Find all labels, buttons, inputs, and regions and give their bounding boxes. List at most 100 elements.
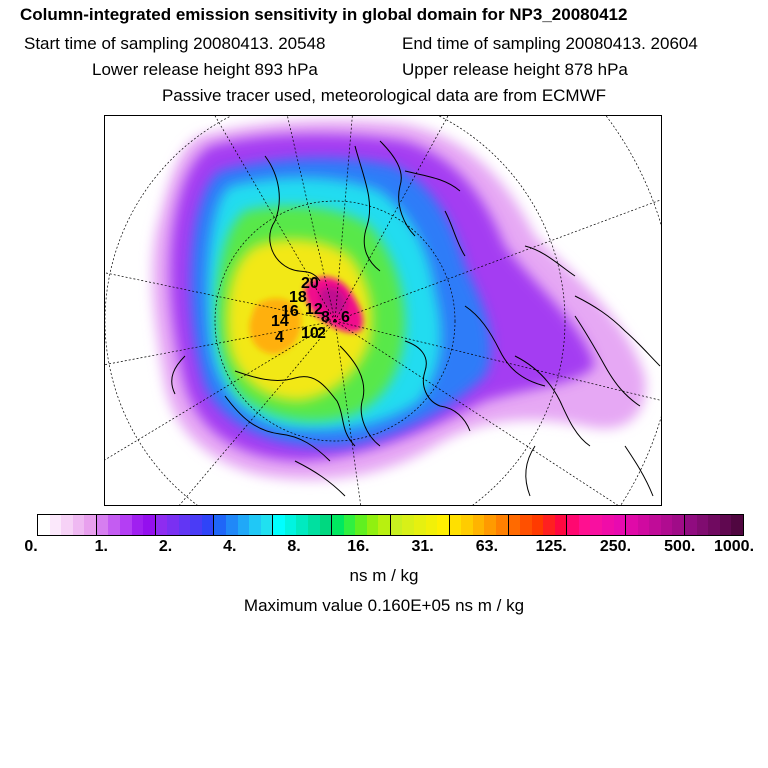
colorbar-swatch <box>272 515 285 535</box>
colorbar-swatch <box>613 515 626 535</box>
colorbar-swatch <box>708 515 720 535</box>
colorbar-tick-label: 0. <box>24 538 38 555</box>
colorbar-swatch <box>108 515 120 535</box>
colorbar-swatch <box>249 515 261 535</box>
plume-label: 12 <box>305 301 323 318</box>
plume-label: 6 <box>341 309 350 326</box>
colorbar-tick-label: 125. <box>535 538 567 555</box>
colorbar-swatch <box>461 515 473 535</box>
colorbar-tick-label: 63. <box>475 538 499 555</box>
colorbar-tick-label: 4. <box>223 538 237 555</box>
colorbar <box>37 514 744 536</box>
colorbar-swatch <box>696 515 709 535</box>
colorbar-swatch <box>731 515 743 535</box>
colorbar-swatch <box>531 515 544 535</box>
colorbar-swatch <box>331 515 344 535</box>
colorbar-tick-label: 1. <box>94 538 108 555</box>
colorbar-tick-label: 16. <box>347 538 370 555</box>
colorbar-swatch <box>154 515 168 535</box>
lower-release-label: Lower release height 893 hPa <box>92 60 318 79</box>
colorbar-swatch <box>319 515 332 535</box>
colorbar-tick-label: 2. <box>158 538 173 555</box>
colorbar-swatch <box>719 515 732 535</box>
colorbar-swatch <box>578 515 591 535</box>
colorbar-swatch <box>343 515 356 535</box>
colorbar-swatch <box>637 515 650 535</box>
plume-time-labels: 20 18 16 14 12 10 8 6 4 2 <box>271 275 350 346</box>
colorbar-swatch <box>649 515 661 535</box>
colorbar-swatch <box>213 515 226 535</box>
colorbar-swatch <box>389 515 403 535</box>
plume-label: 2 <box>317 325 326 342</box>
colorbar-swatch <box>119 515 132 535</box>
colorbar-swatch <box>178 515 191 535</box>
start-time-label: Start time of sampling 20080413. 20548 <box>24 34 326 53</box>
plume-label: 10 <box>301 325 319 342</box>
colorbar-tick-label: 1000. <box>713 538 755 555</box>
figure-title: Column-integrated emission sensitivity i… <box>20 5 628 24</box>
colorbar-tick-labels: 0. 1. 2. 4. 8. 16. 31. 63. 125. 250. 500. 1000. <box>0 538 768 558</box>
colorbar-swatch <box>260 515 273 535</box>
end-time-label: End time of sampling 20080413. 20604 <box>402 34 698 53</box>
emission-sensitivity-map: 20 18 16 14 12 10 8 6 4 2 <box>104 115 662 506</box>
colorbar-swatch <box>131 515 144 535</box>
colorbar-swatch <box>95 515 109 535</box>
plume-label: 14 <box>271 313 289 330</box>
plume-label: 4 <box>275 329 284 346</box>
colorbar-swatch <box>284 515 297 535</box>
plume-layer-core-dark <box>319 287 347 315</box>
map-canvas: 20 18 16 14 12 10 8 6 4 2 <box>105 116 661 505</box>
sensitivity-field <box>152 120 646 480</box>
colorbar-swatch <box>366 515 379 535</box>
colorbar-tick-label: 8. <box>287 538 301 555</box>
plume-label: 18 <box>289 289 307 306</box>
colorbar-swatch <box>201 515 214 535</box>
colorbar-swatch <box>520 515 532 535</box>
plume-label: 16 <box>281 303 299 320</box>
colorbar-swatch <box>307 515 320 535</box>
colorbar-swatch <box>672 515 684 535</box>
colorbar-swatch <box>167 515 179 535</box>
colorbar-swatch <box>437 515 449 535</box>
colorbar-swatch <box>296 515 308 535</box>
colorbar-swatch <box>507 515 521 535</box>
colorbar-tick-label: 31. <box>411 538 434 555</box>
coastlines <box>171 140 661 497</box>
colorbar-swatch <box>602 515 614 535</box>
colorbar-units: ns m / kg <box>349 566 419 585</box>
colorbar-swatch <box>495 515 508 535</box>
colorbar-swatch <box>660 515 673 535</box>
colorbar-swatch <box>566 515 579 535</box>
colorbar-swatch <box>554 515 567 535</box>
colorbar-swatch <box>226 515 238 535</box>
plume-label: 8 <box>321 309 330 326</box>
colorbar-tick-label: 250. <box>599 538 632 555</box>
colorbar-swatch <box>625 515 638 535</box>
colorbar-swatch <box>448 515 462 535</box>
colorbar-swatch <box>543 515 555 535</box>
colorbar-swatch <box>402 515 414 535</box>
colorbar-swatch <box>414 515 426 535</box>
colorbar-swatch <box>237 515 250 535</box>
colorbar-swatch <box>61 515 73 535</box>
colorbar-swatch <box>38 515 50 535</box>
upper-release-label: Upper release height 878 hPa <box>402 60 628 79</box>
colorbar-swatch <box>84 515 96 535</box>
colorbar-swatch <box>72 515 85 535</box>
plume-layer-orange <box>249 298 302 354</box>
colorbar-swatch <box>590 515 602 535</box>
colorbar-swatch <box>683 515 697 535</box>
colorbar-swatch <box>355 515 367 535</box>
colorbar-swatch <box>143 515 155 535</box>
colorbar-swatch <box>425 515 438 535</box>
colorbar-swatch <box>484 515 496 535</box>
colorbar-swatch <box>190 515 202 535</box>
colorbar-swatch <box>378 515 390 535</box>
colorbar-swatch <box>49 515 62 535</box>
colorbar-tick-label: 500. <box>664 538 696 555</box>
colorbar-swatch <box>472 515 485 535</box>
plume-label: 20 <box>301 275 319 292</box>
max-value-label: Maximum value 0.160E+05 ns m / kg <box>243 596 525 615</box>
graticule <box>105 116 661 505</box>
tracer-note: Passive tracer used, meteorological data… <box>161 86 607 105</box>
